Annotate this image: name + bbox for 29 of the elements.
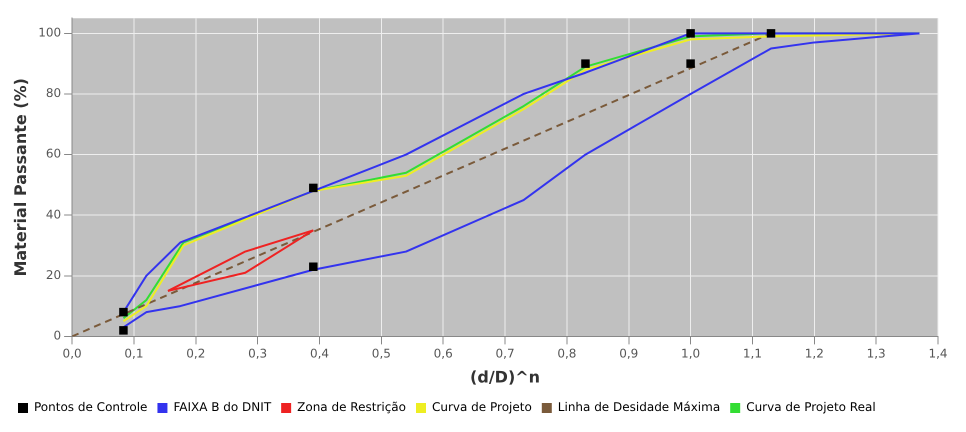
legend-label: Linha de Desidade Máxima — [558, 400, 720, 414]
x-tick-label: 1,2 — [804, 346, 824, 361]
x-tick-label: 0,5 — [372, 346, 391, 361]
legend-label: Curva de Projeto Real — [746, 400, 876, 414]
legend-label: Pontos de Controle — [34, 400, 148, 414]
x-tick-label: 1,0 — [681, 346, 700, 361]
y-tick-label: 0 — [53, 328, 62, 343]
x-tick-label: 0,1 — [124, 346, 144, 361]
legend-label: Curva de Projeto — [432, 400, 532, 414]
x-tick-label: 0,3 — [248, 346, 268, 361]
y-tick-label: 60 — [46, 146, 62, 161]
x-tick-label: 0,0 — [62, 346, 82, 361]
x-tick-label: 0,2 — [186, 346, 206, 361]
legend-label: FAIXA B do DNIT — [173, 400, 272, 414]
x-tick-label: 1,3 — [866, 346, 886, 361]
x-axis-title: (d/D)^n — [470, 368, 540, 387]
y-axis-title: Material Passante (%) — [10, 78, 30, 277]
y-tick-label: 80 — [46, 86, 62, 100]
x-tick-label: 0,6 — [434, 346, 453, 361]
legend-label: Zona de Restrição — [297, 400, 406, 414]
x-tick-label: 0,4 — [310, 346, 330, 361]
y-tick-label: 100 — [38, 25, 62, 40]
x-tick-label: 1,1 — [742, 346, 762, 361]
x-tick-label: 1,4 — [928, 346, 948, 361]
y-tick-label: 20 — [46, 268, 62, 282]
x-tick-label: 0,7 — [496, 346, 515, 361]
x-tick-label: 0,9 — [619, 346, 638, 361]
y-tick-label: 40 — [46, 207, 62, 222]
x-tick-label: 0,8 — [557, 346, 576, 361]
